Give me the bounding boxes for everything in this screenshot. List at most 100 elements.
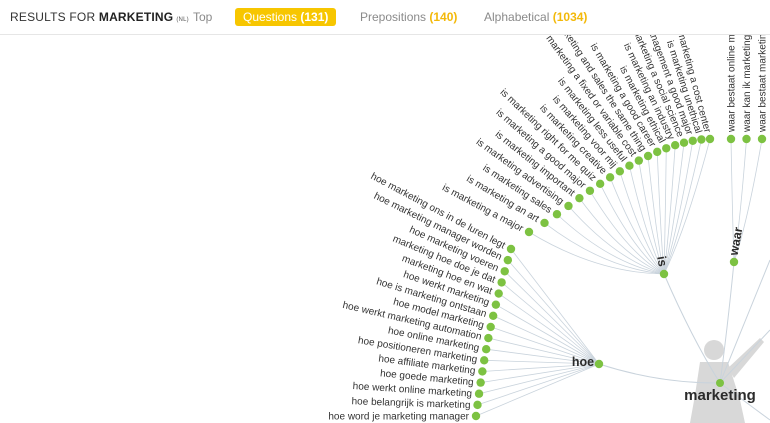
leaf-node	[524, 227, 534, 237]
hub-node	[594, 359, 604, 369]
leaf-node	[474, 389, 484, 398]
results-language: (NL)	[176, 17, 189, 23]
results-title: RESULTS FOR MARKETING (NL)	[10, 10, 189, 24]
leaf-link	[599, 183, 665, 275]
question-label: waar kan ik marketing studeren	[742, 35, 753, 133]
tab-top-label: Top	[193, 10, 213, 24]
leaf-link	[478, 363, 600, 395]
leaf-node	[705, 134, 715, 144]
leaf-link	[475, 363, 600, 417]
leaf-node	[625, 161, 634, 170]
leaf-node	[653, 147, 662, 157]
leaf-link	[663, 140, 694, 275]
leaf-node	[697, 135, 706, 144]
leaf-node	[540, 218, 549, 228]
question-label: waar bestaat online marketing uit	[727, 35, 738, 133]
leaf-node	[688, 136, 697, 145]
leaf-link	[638, 160, 665, 275]
tab-top[interactable]: Top	[193, 8, 212, 26]
leaf-node	[494, 289, 503, 298]
tab-alphabetical[interactable]: Alphabetical (1034)	[484, 8, 587, 26]
leaf-link	[501, 282, 600, 365]
hub-node	[659, 269, 669, 279]
leaf-node	[476, 378, 485, 387]
leaf-link	[493, 315, 600, 365]
leaf-node	[662, 144, 671, 153]
leaf-node	[605, 173, 615, 182]
wheel-hubs: hoe is waar	[572, 226, 746, 387]
leaf-link	[528, 231, 665, 275]
leaf-link	[486, 348, 600, 365]
hub-link	[663, 273, 721, 384]
hoe-branch[interactable]: hoe word je marketing manager	[328, 363, 600, 423]
leaf-node	[726, 134, 736, 144]
leaf-link	[544, 222, 665, 275]
center-keyword: marketing	[684, 387, 756, 404]
leaf-link	[733, 138, 747, 263]
leaf-link	[663, 138, 711, 275]
leaf-node	[480, 356, 489, 365]
leaf-node	[679, 138, 689, 147]
leaf-node	[486, 322, 495, 332]
hub-node	[729, 257, 739, 267]
leaf-node	[615, 167, 625, 176]
offscreen-link	[719, 382, 770, 421]
leaf-link	[488, 337, 600, 365]
leaf-node	[595, 179, 605, 189]
offscreen-link	[719, 259, 770, 384]
waar-hub[interactable]: waar	[727, 226, 746, 267]
leaf-link	[663, 148, 667, 275]
leaf-link	[490, 326, 600, 365]
leaf-link	[589, 190, 665, 275]
is-hub[interactable]: is	[654, 255, 670, 279]
leaf-link	[663, 142, 685, 275]
leaf-link	[495, 304, 600, 365]
results-header: RESULTS FOR MARKETING (NL) Top Questions …	[0, 0, 770, 35]
results-prefix: RESULTS FOR	[10, 10, 96, 24]
leaf-link	[609, 177, 665, 275]
leaf-link	[510, 248, 600, 365]
hub-label: hoe	[572, 355, 594, 369]
tab-questions-count: (131)	[300, 10, 329, 24]
leaf-link	[504, 270, 600, 365]
hoe-branch[interactable]: hoe belangrijk is marketing	[351, 363, 600, 411]
leaf-link	[730, 138, 735, 263]
leaf-node	[488, 311, 498, 320]
leaf-link	[663, 139, 702, 275]
hoe-hub[interactable]: hoe	[572, 355, 604, 369]
leaf-node	[500, 267, 509, 276]
tab-questions[interactable]: Questions (131)	[235, 8, 337, 26]
leaf-link	[556, 213, 665, 275]
leaf-node	[634, 156, 644, 165]
leaf-node	[552, 210, 562, 219]
hub-link	[598, 363, 721, 384]
leaf-link	[663, 145, 676, 275]
tab-prepositions[interactable]: Prepositions (140)	[360, 8, 457, 26]
leaf-node	[481, 345, 491, 354]
hub-label: is	[654, 255, 670, 268]
leaf-node	[497, 278, 506, 287]
leaf-link	[619, 171, 665, 275]
seeker-silhouette-icon	[690, 338, 764, 423]
waar-branch[interactable]: waar bestaat online marketing uit	[726, 35, 738, 263]
leaf-node	[484, 333, 493, 343]
leaf-link	[480, 363, 600, 383]
waar-branch[interactable]: waar bestaat marketing uit	[733, 35, 769, 263]
leaf-link	[733, 138, 763, 263]
hub-label: waar	[727, 226, 746, 258]
waar-branch[interactable]: waar kan ik marketing studeren	[733, 35, 753, 263]
center-node	[716, 379, 724, 387]
tab-alphabetical-count: (1034)	[552, 10, 588, 24]
leaf-node	[473, 400, 482, 410]
leaf-link	[484, 359, 600, 365]
tab-questions-label: Questions	[243, 10, 298, 24]
leaf-node	[575, 193, 584, 203]
leaf-node	[564, 201, 573, 211]
leaf-link	[507, 259, 600, 365]
question-label: hoe belangrijk is marketing	[351, 396, 470, 411]
tab-prepositions-count: (140)	[429, 10, 458, 24]
leaf-link	[656, 151, 665, 275]
leaf-node	[491, 300, 501, 309]
question-label: waar bestaat marketing uit	[758, 35, 769, 133]
